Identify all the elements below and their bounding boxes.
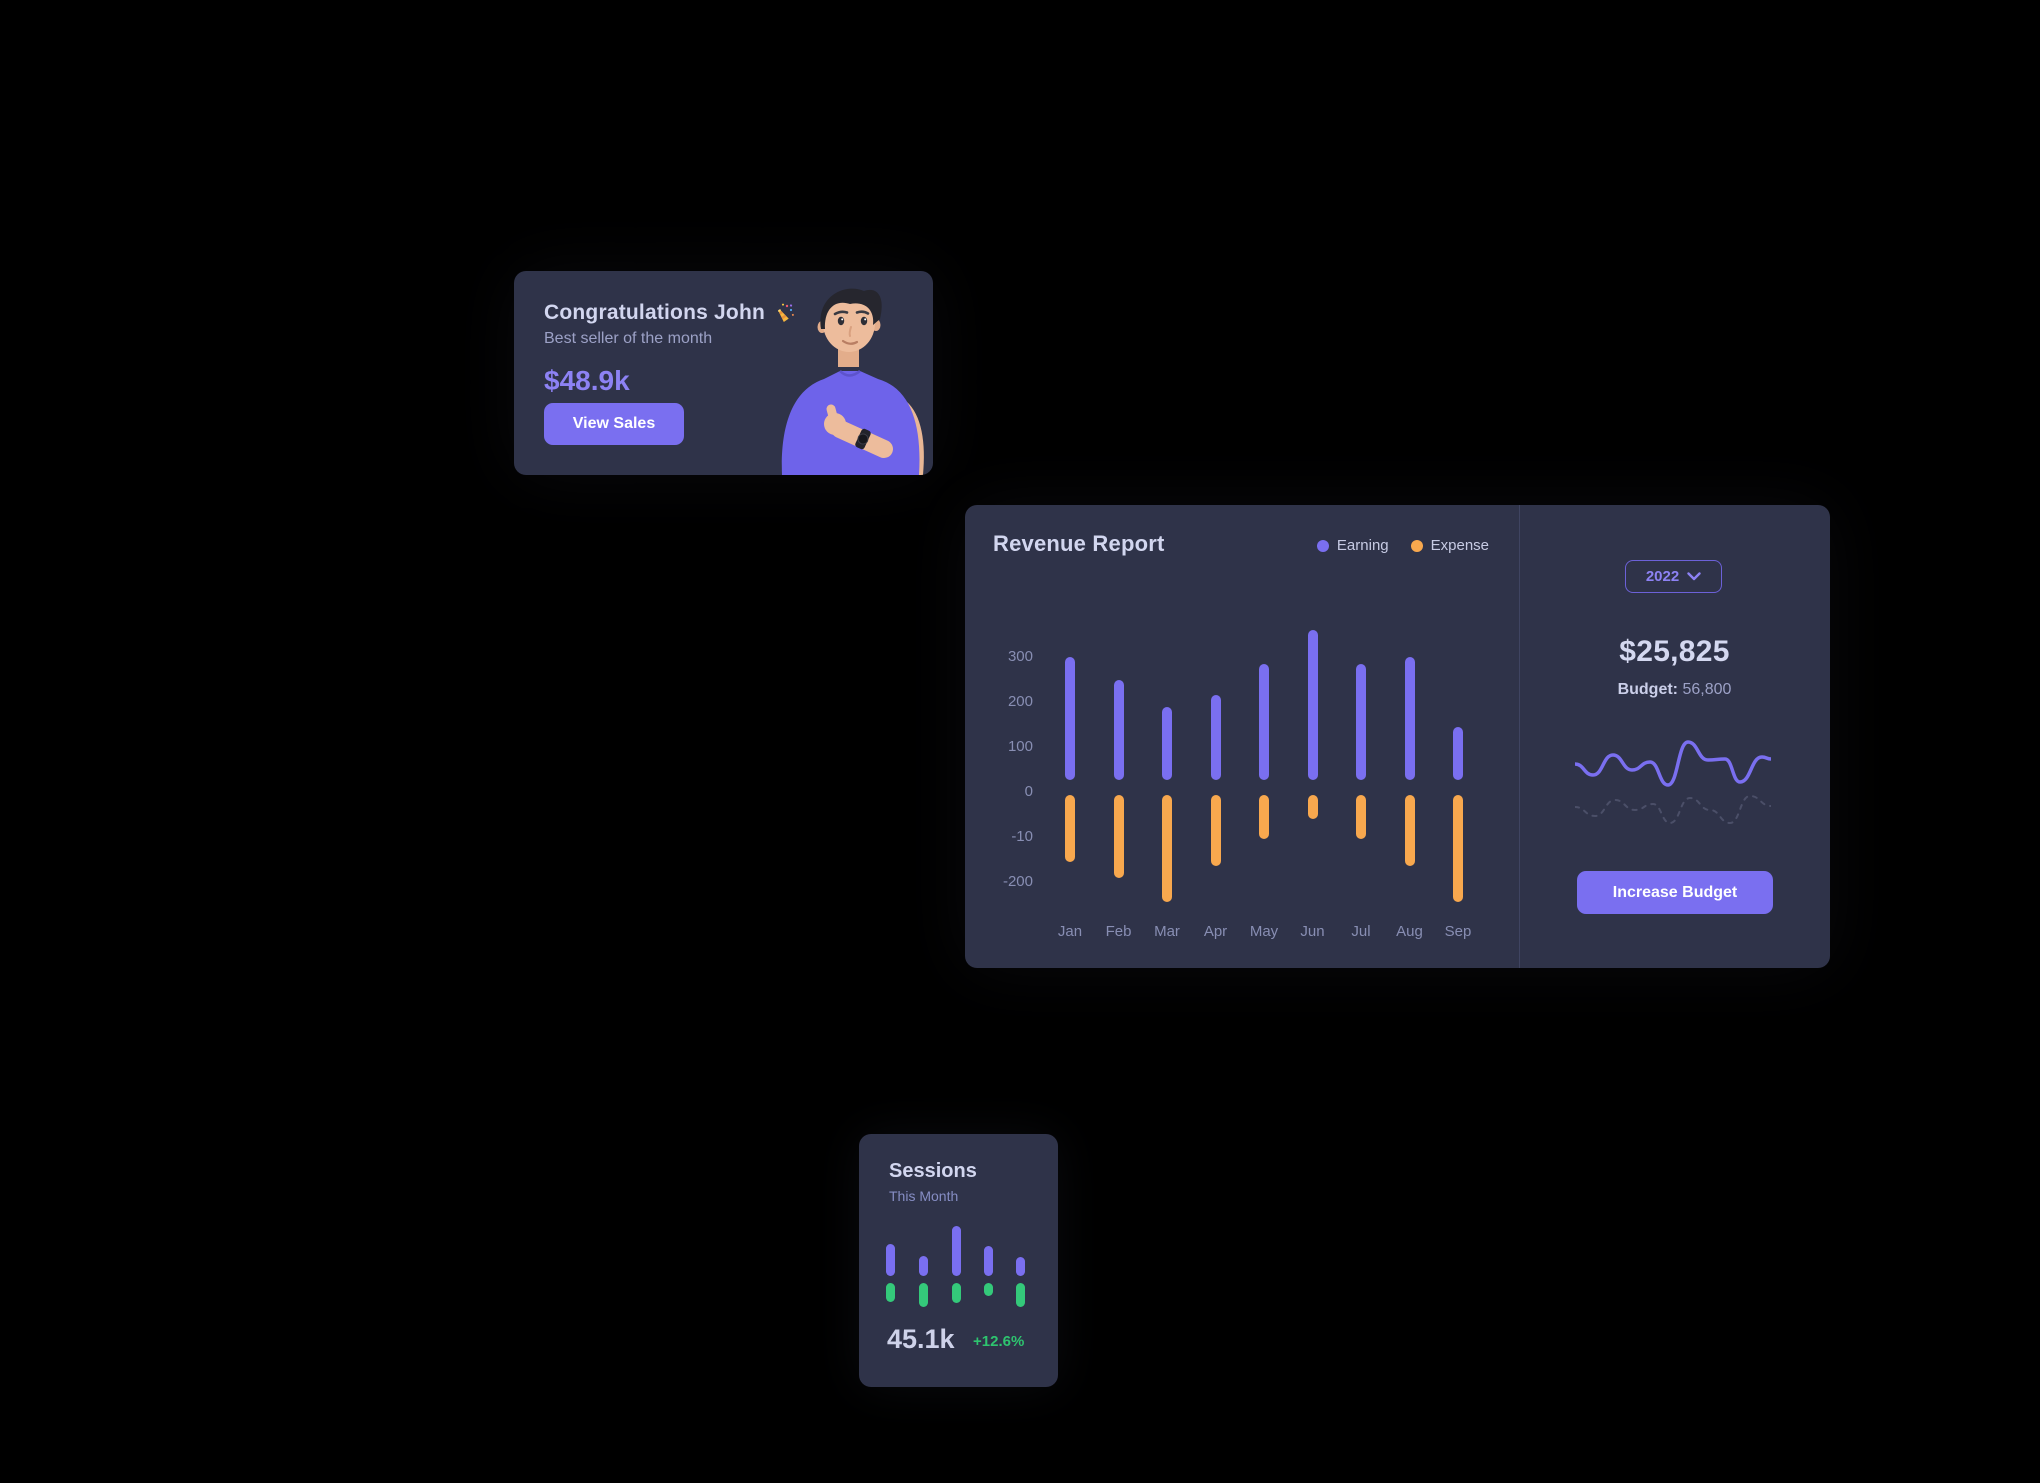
x-axis-label: Jun bbox=[1300, 923, 1325, 940]
x-axis-label: Jan bbox=[1057, 923, 1083, 940]
bar-earning-Jan bbox=[1065, 657, 1075, 780]
sessions-bar-bottom-4 bbox=[1015, 1283, 1025, 1307]
x-axis-label: Feb bbox=[1105, 923, 1132, 940]
person-thumbs-up-illustration bbox=[781, 288, 924, 475]
sessions-bar-top-3 bbox=[983, 1246, 993, 1276]
revenue-report-card: Revenue Report Earning Expense 300 200 100… bbox=[965, 505, 1830, 968]
bar-expense-Apr bbox=[1210, 795, 1221, 867]
sparkline-previous bbox=[1575, 794, 1771, 825]
view-sales-button[interactable]: View Sales bbox=[544, 403, 684, 445]
year-selector-value: 2022 bbox=[1645, 568, 1680, 585]
budget-label: Budget: bbox=[1617, 681, 1679, 698]
sessions-bar-bottom-1 bbox=[918, 1283, 928, 1307]
bar-earning-Mar bbox=[1162, 706, 1172, 780]
earning-dot-icon bbox=[1316, 539, 1329, 552]
budget-panel: 2022 $25,825 Budget: 56,800 Increase Bud… bbox=[1519, 505, 1830, 968]
chart-legend: Earning Expense bbox=[1316, 537, 1489, 554]
bar-earning-Jun bbox=[1307, 630, 1318, 780]
bar-earning-Aug bbox=[1404, 657, 1415, 780]
x-axis-label: Jul bbox=[1351, 923, 1371, 940]
bar-earning-Jul bbox=[1356, 663, 1366, 780]
x-axis-label: May bbox=[1249, 923, 1279, 940]
sessions-title: Sessions bbox=[889, 1160, 977, 1182]
budget-sparkline-chart bbox=[1575, 740, 1771, 825]
sessions-bar-bottom-2 bbox=[951, 1283, 961, 1303]
revenue-bar-chart: 300 200 100 0 -10 -200 Jan Feb Mar Apr May Jun Jul Au… bbox=[965, 505, 1519, 968]
congrats-title: Congratulations John bbox=[544, 301, 795, 325]
bar-earning-Feb bbox=[1113, 679, 1124, 780]
congrats-amount: $48.9k bbox=[544, 365, 630, 396]
bar-expense-Jul bbox=[1356, 795, 1366, 840]
sessions-value: 45.1k bbox=[887, 1324, 955, 1354]
y-axis-label: -10 bbox=[1011, 828, 1033, 845]
bar-expense-May bbox=[1259, 795, 1269, 840]
bar-earning-Apr bbox=[1210, 695, 1221, 780]
sessions-bar-top-0 bbox=[885, 1244, 895, 1276]
bar-earning-May bbox=[1259, 663, 1269, 780]
x-axis-label: Apr bbox=[1203, 923, 1228, 940]
congrats-title-text: Congratulations John bbox=[544, 301, 765, 324]
sessions-subtitle: This Month bbox=[889, 1188, 959, 1204]
budget-line: Budget: 56,800 bbox=[1519, 681, 1830, 699]
x-axis-label: Mar bbox=[1154, 923, 1180, 940]
x-axis-label: Sep bbox=[1444, 923, 1472, 940]
sessions-bar-top-4 bbox=[1015, 1257, 1025, 1276]
bar-expense-Mar bbox=[1162, 795, 1172, 903]
sessions-bar-bottom-0 bbox=[885, 1283, 895, 1302]
party-popper-icon bbox=[777, 303, 794, 323]
increase-budget-button[interactable]: Increase Budget bbox=[1577, 871, 1773, 914]
legend-item-expense[interactable]: Expense bbox=[1410, 537, 1489, 554]
sparkline-current bbox=[1575, 740, 1771, 787]
x-axis-label: Aug bbox=[1396, 923, 1423, 940]
y-axis-label: 100 bbox=[1007, 738, 1033, 755]
revenue-report-title: Revenue Report bbox=[993, 531, 1165, 556]
bar-expense-Feb bbox=[1113, 795, 1124, 878]
bar-expense-Sep bbox=[1453, 795, 1463, 903]
revenue-chart-section: Revenue Report Earning Expense 300 200 100… bbox=[965, 505, 1520, 968]
sessions-card: Sessions This Month 45.1k +12.6% bbox=[859, 1134, 1058, 1387]
bar-expense-Jan bbox=[1065, 795, 1075, 862]
legend-earning-label: Earning bbox=[1336, 537, 1389, 554]
legend-item-earning[interactable]: Earning bbox=[1316, 537, 1389, 554]
y-axis-label: 0 bbox=[1024, 783, 1033, 800]
bar-expense-Jun bbox=[1307, 795, 1318, 819]
legend-expense-label: Expense bbox=[1430, 537, 1489, 554]
y-axis-label: -200 bbox=[1002, 873, 1033, 890]
y-axis-label: 300 bbox=[1007, 648, 1033, 665]
sessions-bar-top-1 bbox=[918, 1256, 928, 1276]
budget-value: 56,800 bbox=[1682, 681, 1732, 698]
budget-total: $25,825 bbox=[1619, 635, 1730, 668]
sessions-delta: +12.6% bbox=[973, 1333, 1025, 1350]
expense-dot-icon bbox=[1410, 539, 1423, 552]
congrats-subtitle: Best seller of the month bbox=[544, 330, 713, 347]
chevron-down-icon bbox=[1687, 572, 1701, 581]
bar-expense-Aug bbox=[1404, 795, 1415, 867]
y-axis-label: 200 bbox=[1007, 693, 1033, 710]
bar-earning-Sep bbox=[1453, 726, 1463, 780]
sessions-bar-top-2 bbox=[951, 1226, 961, 1276]
year-selector[interactable]: 2022 bbox=[1625, 560, 1722, 593]
sessions-mini-chart bbox=[859, 1134, 1058, 1387]
sessions-bar-bottom-3 bbox=[983, 1283, 993, 1296]
congratulations-card: Congratulations John Best seller of the … bbox=[514, 271, 933, 475]
